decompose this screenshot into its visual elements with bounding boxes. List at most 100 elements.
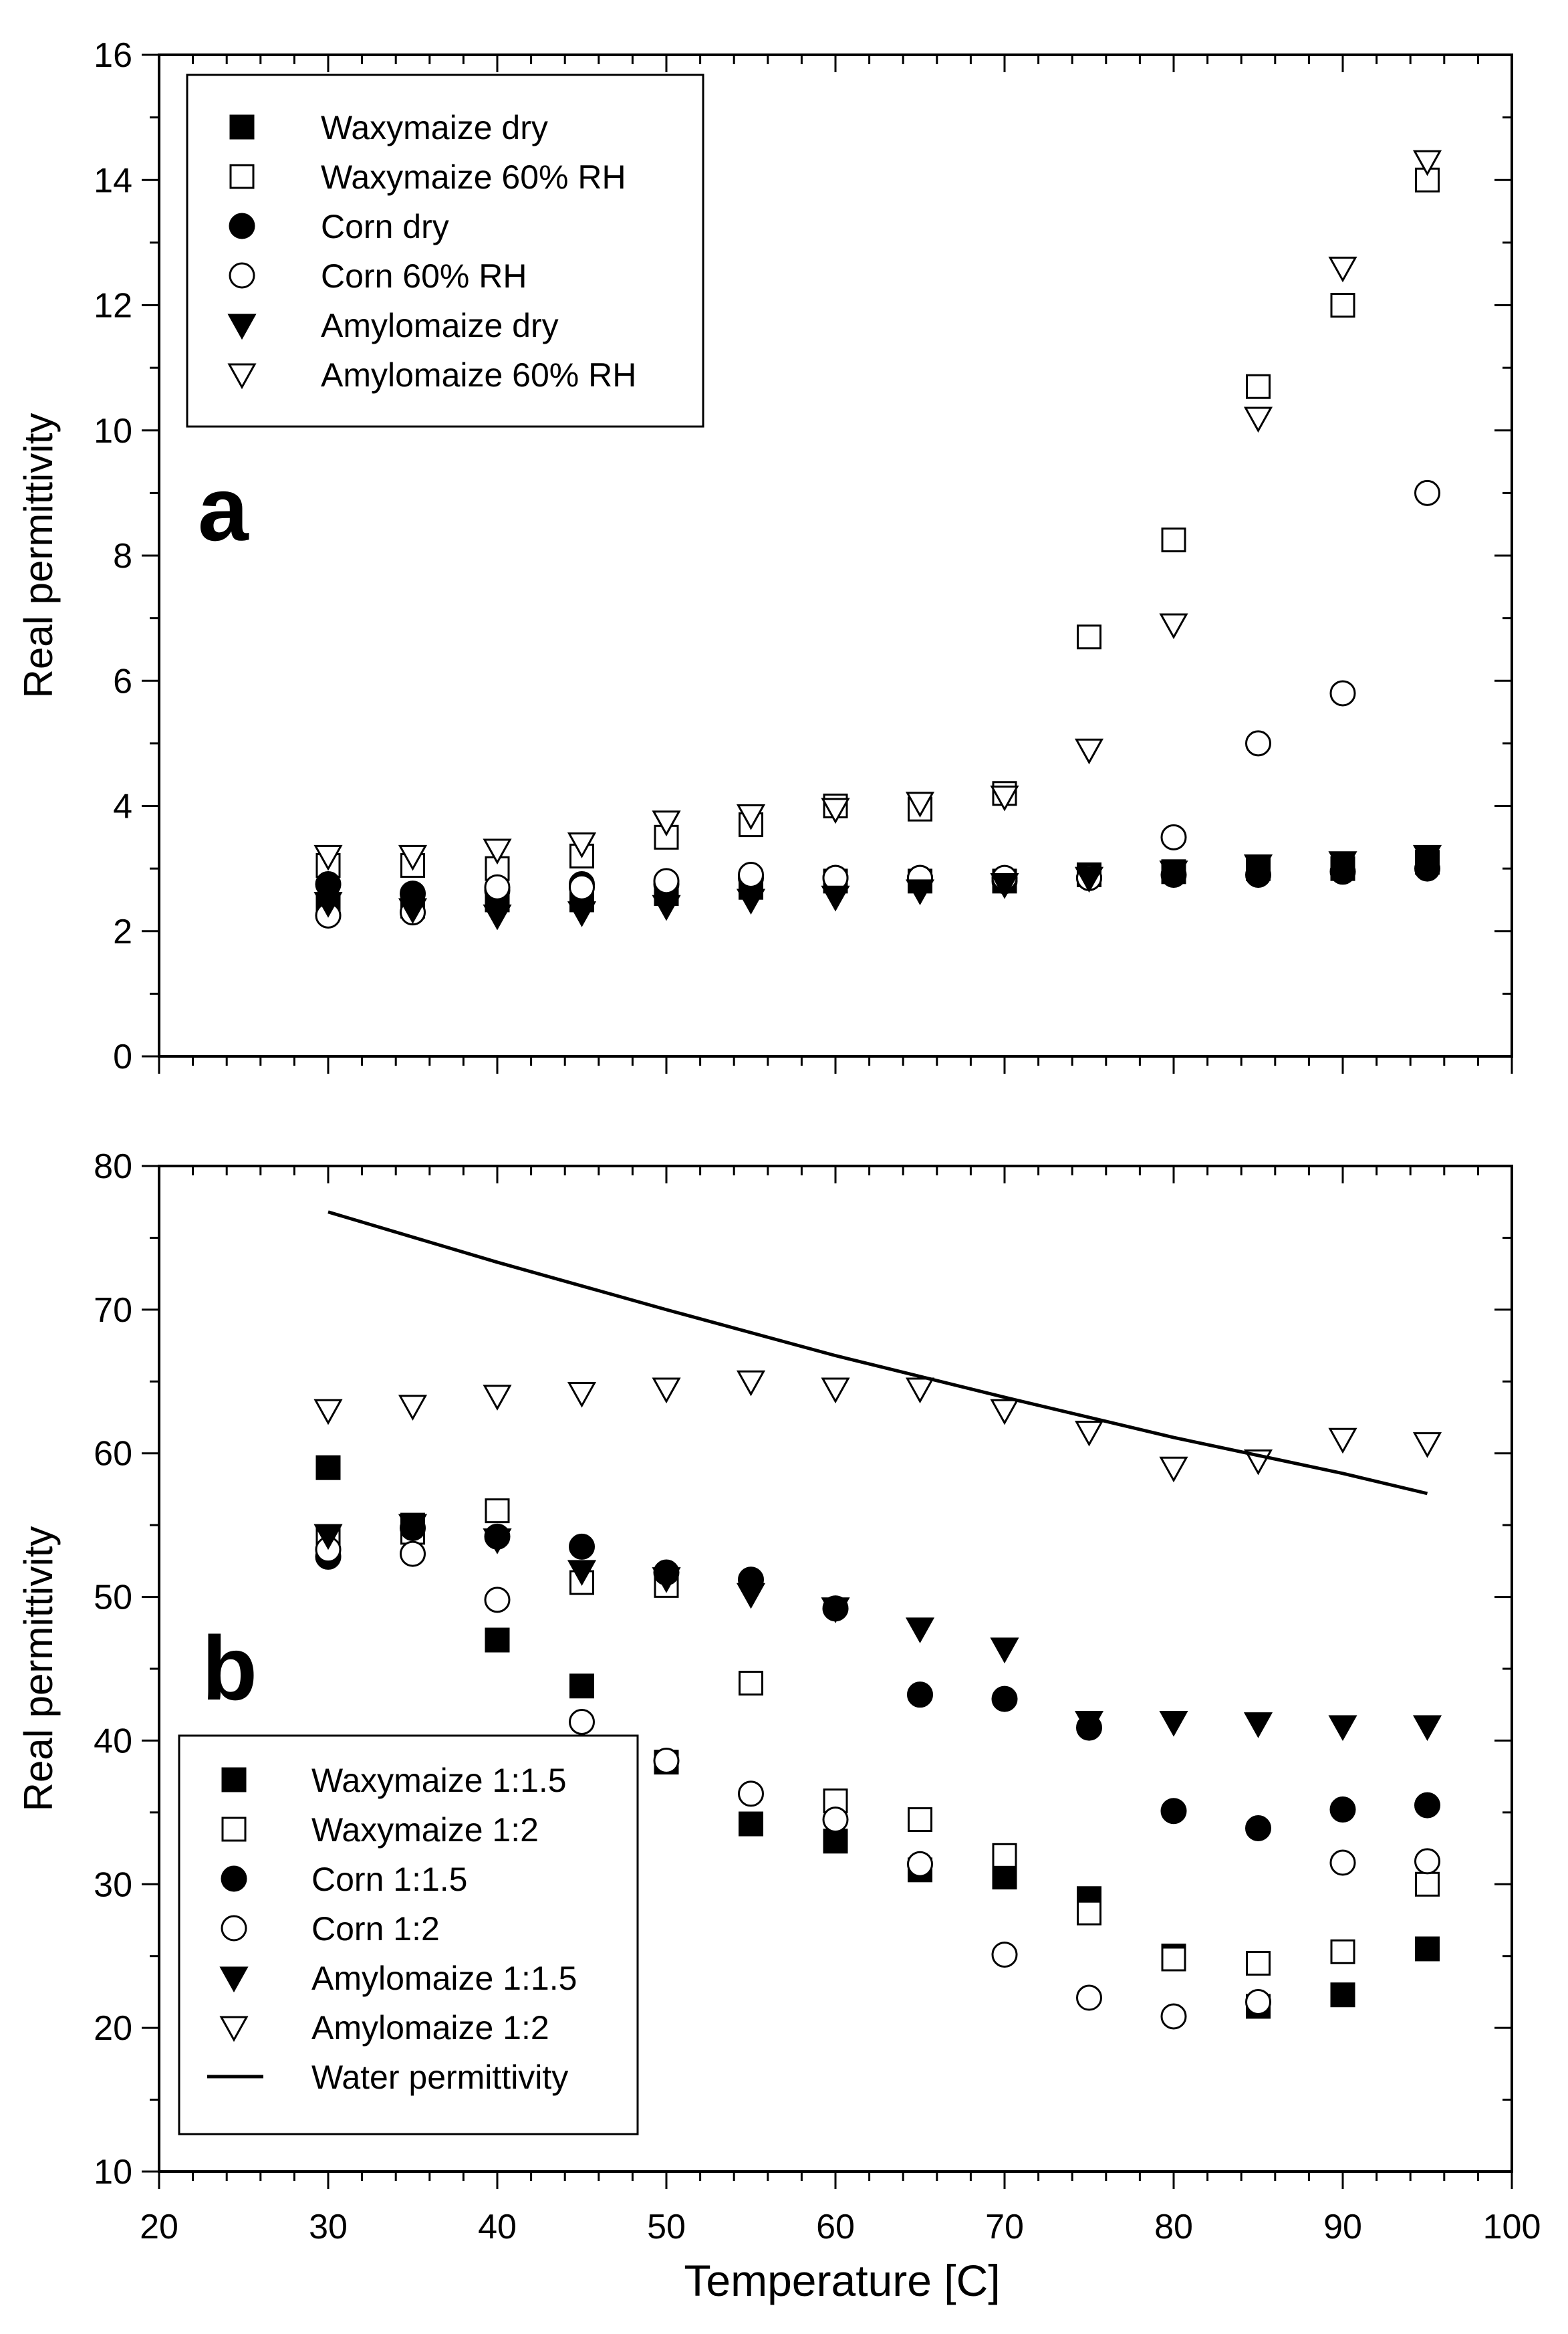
- legend-symbol: [219, 2016, 249, 2043]
- waxymaize-1-2-point: [908, 1807, 932, 1833]
- waxymaize-1-2-point: [739, 1670, 763, 1696]
- waxymaize-1-2-point: [1246, 1950, 1271, 1976]
- legend-symbol: [221, 1865, 247, 1892]
- amylomaize-dry-point: [483, 904, 512, 931]
- amylomaize-60-rh-point: [821, 798, 850, 824]
- panel-b-y-tick-label: 40: [94, 1722, 132, 1760]
- legend-entry-waxymaize-1-2: Waxymaize 1:2: [221, 1811, 539, 1849]
- corn-1-2-point: [991, 1942, 1018, 1968]
- panel-a-y-tick-label: 10: [94, 412, 132, 451]
- amylomaize-60-rh-point: [1328, 256, 1357, 283]
- amylomaize-60-rh-point: [483, 838, 512, 865]
- legend-entry-amylomaize-1-1-5: Amylomaize 1:1.5: [219, 1960, 577, 1997]
- waxymaize-60-rh-point: [1161, 528, 1186, 553]
- amylomaize-1-2-point: [567, 1381, 597, 1408]
- legend-entry-water-permittivity: Water permittivity: [207, 2059, 568, 2096]
- amylomaize-1-2-point: [990, 1399, 1019, 1425]
- panel-a-y-tick-label: 8: [113, 537, 132, 576]
- panel-b-x-tick-label: 90: [1323, 2208, 1362, 2246]
- panel-b-y-tick-label: 80: [94, 1147, 132, 1186]
- legend-symbol: [219, 1966, 249, 1993]
- waxymaize-60-rh-point: [1077, 624, 1101, 650]
- amylomaize-1-2-point: [483, 1385, 512, 1411]
- panel-b-y-tick-labels: 10 20 30 40 50 60 70 80: [94, 1147, 132, 2192]
- waxymaize-1-1-5-point: [992, 1865, 1017, 1890]
- amylomaize-dry-point: [652, 895, 681, 921]
- corn-60-rh-point: [738, 861, 764, 888]
- legend-label: Water permittivity: [311, 2059, 568, 2096]
- panel-b-x-tick-label: 80: [1154, 2208, 1193, 2246]
- amylomaize-dry-point: [990, 873, 1019, 899]
- waxymaize-1-1-5-point: [569, 1673, 594, 1699]
- panel-b-y-tick-label: 50: [94, 1579, 132, 1617]
- legend-entry-amylomaize-60-rh: Amylomaize 60% RH: [227, 356, 636, 394]
- corn-1-2-point: [907, 1851, 933, 1877]
- panel-a-legend-box: [186, 74, 704, 428]
- legend-entry-corn-1-1-5: Corn 1:1.5: [221, 1861, 467, 1898]
- panel-b-x-tick-label: 20: [140, 2208, 178, 2246]
- panel-a-y-tick-labels: 0 2 4 6 8 10 12 14 16: [94, 36, 132, 1076]
- legend-label: Corn 1:2: [311, 1910, 440, 1948]
- panel-a-y-tick-label: 2: [113, 913, 132, 951]
- corn-1-1-5-point: [1160, 1798, 1187, 1825]
- corn-1-2-point: [1329, 1849, 1356, 1876]
- corn-60-rh-point: [1329, 680, 1356, 707]
- amylomaize-dry-point: [905, 879, 935, 905]
- amylomaize-1-2-point: [821, 1377, 850, 1404]
- corn-60-rh-point: [569, 874, 595, 901]
- series-amylomaize-1-2: [313, 1370, 1442, 1483]
- amylomaize-60-rh-point: [652, 810, 681, 836]
- corn-1-2-point: [653, 1748, 680, 1774]
- waxymaize-60-rh-point: [1246, 374, 1271, 399]
- legend-entry-corn-dry: Corn dry: [229, 208, 449, 245]
- amylomaize-1-1-5-point: [905, 1617, 935, 1643]
- panel-a-y-tick-label: 14: [94, 161, 132, 200]
- panel-a-y-tick-label: 4: [113, 788, 132, 826]
- amylomaize-1-1-5-point: [1159, 1710, 1188, 1737]
- amylomaize-1-2-point: [1328, 1427, 1357, 1454]
- legend-label: Amylomaize 1:2: [311, 2009, 549, 2047]
- legend-label: Waxymaize 60% RH: [321, 158, 626, 196]
- panel-b-x-tick-label: 100: [1483, 2208, 1541, 2246]
- amylomaize-dry-point: [821, 885, 850, 912]
- waxymaize-1-1-5-point: [1415, 1936, 1440, 1962]
- corn-60-rh-point: [653, 868, 680, 895]
- legend-symbol: [221, 1817, 247, 1842]
- legend-label: Amylomaize dry: [321, 307, 559, 344]
- amylomaize-1-1-5-point: [821, 1597, 850, 1623]
- series-amylomaize-dry: [313, 844, 1442, 931]
- legend-symbol: [227, 363, 257, 390]
- legend-label: Waxymaize 1:1.5: [311, 1762, 567, 1799]
- panel-a-legend: Waxymaize dry Waxymaize 60% RH Corn dry Cor…: [186, 74, 704, 428]
- amylomaize-1-2-point: [1412, 1432, 1442, 1458]
- waxymaize-1-2-point: [823, 1788, 848, 1814]
- amylomaize-dry-point: [313, 892, 343, 918]
- panel-b-y-tick-label: 10: [94, 2153, 132, 2192]
- amylomaize-1-2-point: [1074, 1420, 1104, 1447]
- waxymaize-1-2-point: [1415, 1871, 1440, 1897]
- legend-label: Amylomaize 1:1.5: [311, 1960, 577, 1997]
- amylomaize-1-2-point: [736, 1370, 766, 1397]
- panel-b-y-tick-label: 60: [94, 1435, 132, 1474]
- legend-symbol: [221, 1915, 247, 1942]
- amylomaize-60-rh-point: [736, 804, 766, 830]
- panel-b-y-tick-label: 20: [94, 2009, 132, 2048]
- amylomaize-60-rh-point: [990, 785, 1019, 812]
- amylomaize-dry-point: [567, 901, 597, 927]
- amylomaize-60-rh-point: [1159, 613, 1188, 640]
- panel-b-x-tick-label: 40: [478, 2208, 517, 2246]
- panel-b-label: b: [202, 1617, 257, 1719]
- amylomaize-60-rh-point: [567, 832, 597, 858]
- amylomaize-1-2-point: [313, 1399, 343, 1425]
- corn-1-2-point: [1160, 2003, 1187, 2030]
- panel-b-x-tick-label: 30: [309, 2208, 348, 2246]
- waxymaize-1-2-point: [1330, 1939, 1355, 1964]
- panel-b-legend-box: [178, 1734, 639, 2135]
- amylomaize-1-1-5-point: [1074, 1710, 1104, 1737]
- legend-label: Corn dry: [321, 208, 449, 245]
- amylomaize-60-rh-point: [313, 844, 343, 871]
- legend-entry-waxymaize-1-1-5: Waxymaize 1:1.5: [221, 1762, 567, 1799]
- corn-1-1-5-point: [1245, 1815, 1271, 1841]
